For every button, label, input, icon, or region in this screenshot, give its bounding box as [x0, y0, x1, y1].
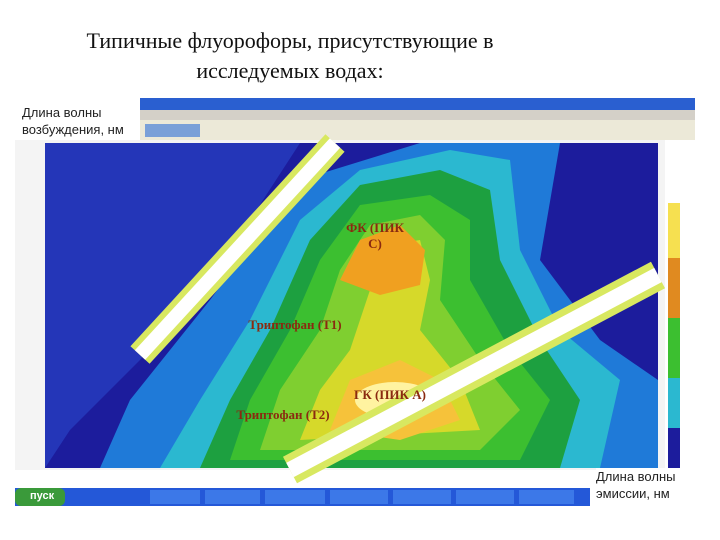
start-button[interactable] — [15, 488, 65, 506]
window-title-bar — [140, 98, 695, 110]
color-bar — [668, 143, 680, 468]
title-line: Типичные флуорофоры, присутствующие в — [86, 28, 494, 53]
taskbar-buttons — [150, 490, 574, 504]
toolbar-icons — [140, 120, 695, 140]
contour-map — [45, 134, 666, 484]
y-axis-label: Длина волны возбуждения, нм — [22, 105, 124, 137]
x-axis-label: Длина волны эмиссии, нм — [596, 468, 686, 502]
title-line: исследуемых водах: — [196, 58, 384, 83]
icons — [145, 124, 200, 137]
annotation: Триптофан (Т2) — [236, 407, 330, 422]
start-label[interactable]: пуск — [30, 490, 55, 502]
title: Типичные флуорофоры, присутствующие в ис… — [40, 26, 540, 86]
annotation: Триптофан (Т1) — [248, 317, 342, 332]
annotation: ГК (ПИК А) — [354, 387, 426, 402]
annotation: ФК (ПИК С) — [346, 220, 404, 251]
